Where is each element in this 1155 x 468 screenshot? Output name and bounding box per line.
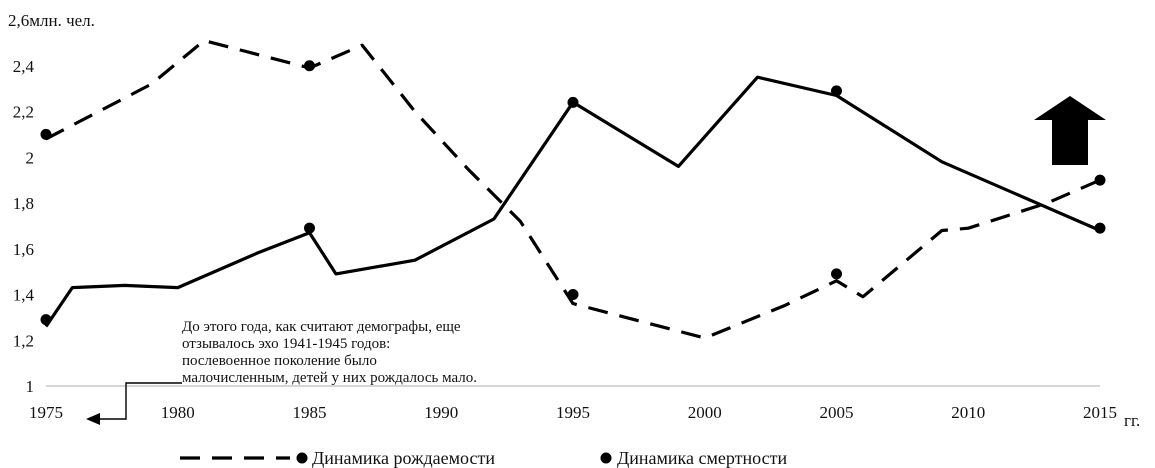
x-tick-label: 1980 (161, 403, 195, 422)
series-layer (44, 39, 1101, 340)
axes: 1 1,2 1,4 1,6 1,8 2 2,2 2,4 2,6млн. чел. 1975 1980… (8, 11, 1140, 430)
y-tick-label: 1,6 (13, 240, 34, 259)
annotation-layer: До этого года, как считают демографы, ещ… (86, 319, 477, 425)
data-point (567, 289, 579, 300)
annotation-arrowhead-icon (86, 413, 100, 425)
y-unit-label: 2,6млн. чел. (8, 11, 95, 30)
x-tick-label: 1990 (424, 403, 458, 422)
x-unit-label: гг. (1124, 411, 1140, 430)
y-tick-label: 1 (26, 377, 35, 396)
markers-layer (40, 60, 1106, 326)
x-tick-label: 2005 (820, 403, 854, 422)
legend: Динамика рождаемости Динамика смертности (180, 448, 787, 468)
x-tick-label: 1995 (556, 403, 590, 422)
x-tick-label: 2015 (1083, 403, 1117, 422)
x-tick-label: 2010 (951, 403, 985, 422)
data-point (40, 128, 52, 140)
annotation-line: отзывалось эхо 1941-1945 годов: (182, 336, 390, 352)
data-point (304, 222, 315, 234)
data-point (831, 268, 842, 280)
data-point (1094, 174, 1106, 186)
y-tick-label: 1,8 (13, 194, 34, 213)
legend-death-label: Динамика смертности (617, 448, 787, 468)
x-tick-label: 2000 (688, 403, 722, 422)
data-point (304, 60, 315, 72)
legend-death-marker (600, 452, 612, 464)
annotation-line: До этого года, как считают демографы, ещ… (182, 319, 461, 335)
data-point (40, 314, 52, 326)
legend-birth-label: Динамика рождаемости (312, 448, 495, 468)
x-tick-label: 1985 (293, 403, 327, 422)
data-point (567, 96, 579, 108)
data-point (1094, 222, 1106, 234)
y-tick-label: 2,4 (13, 57, 35, 76)
data-point (831, 85, 842, 97)
y-tick-label: 2 (26, 148, 35, 167)
series-line-birth (45, 39, 1101, 340)
series-line-death (44, 75, 1101, 328)
annotation-line: малочисленным, детей у них рождалось мал… (182, 370, 477, 386)
annotation-line: послевоенное поколение было (182, 353, 377, 369)
x-tick-label: 1975 (29, 403, 63, 422)
up-arrow-icon (1034, 96, 1106, 165)
legend-birth-marker (296, 452, 308, 464)
y-tick-label: 1,2 (13, 331, 34, 350)
annotation-pointer-line (96, 382, 182, 420)
y-tick-label: 1,4 (13, 286, 35, 305)
y-tick-label: 2,2 (13, 103, 34, 122)
